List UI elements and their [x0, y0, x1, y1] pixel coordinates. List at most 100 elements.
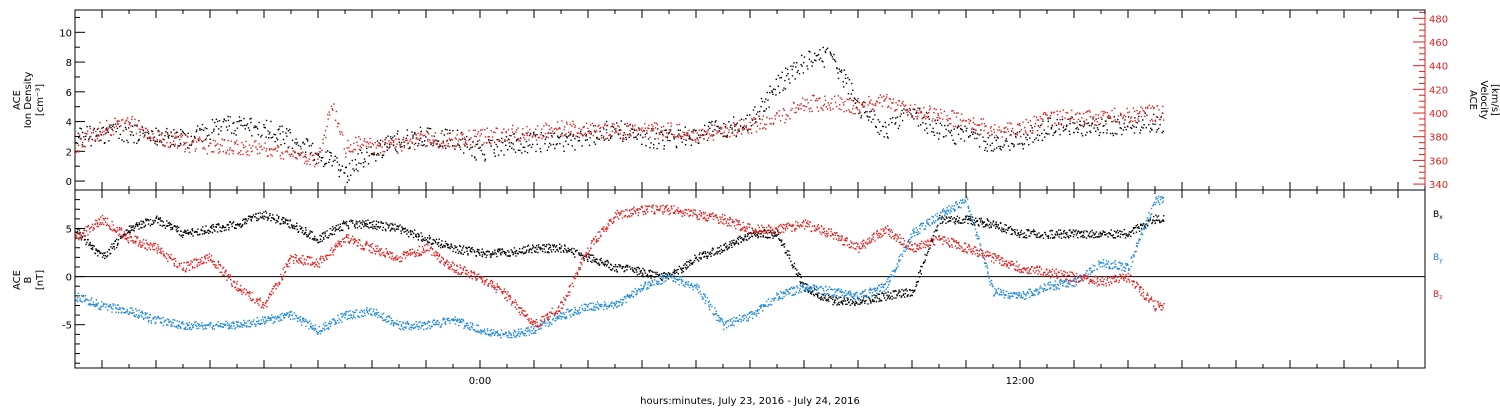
data-point: [293, 224, 295, 227]
data-point: [391, 228, 394, 230]
data-point: [361, 223, 364, 226]
data-point: [87, 239, 89, 241]
data-point: [115, 238, 118, 241]
data-point: [723, 243, 725, 246]
data-point: [1156, 216, 1158, 218]
data-point: [809, 292, 812, 294]
data-point: [297, 230, 300, 233]
data-point: [826, 299, 829, 301]
data-point: [269, 212, 271, 215]
data-point: [214, 230, 216, 232]
data-point: [925, 111, 928, 114]
data-point: [309, 232, 311, 234]
data-point: [703, 256, 705, 258]
data-point: [1042, 118, 1044, 120]
data-point: [1037, 119, 1040, 121]
data-point: [839, 104, 841, 106]
data-point: [490, 253, 492, 255]
data-point: [135, 133, 138, 135]
data-point: [411, 131, 413, 133]
data-point: [1103, 110, 1105, 113]
data-point: [495, 143, 497, 146]
data-point: [743, 239, 745, 242]
data-point: [374, 142, 376, 144]
data-point: [854, 304, 856, 307]
data-point: [1106, 111, 1108, 114]
data-point: [997, 137, 999, 139]
data-point: [181, 134, 184, 137]
data-point: [651, 123, 653, 126]
data-point: [134, 124, 137, 126]
data-point: [788, 257, 791, 259]
data-point: [216, 120, 219, 123]
data-point: [184, 328, 187, 330]
data-point: [385, 222, 387, 224]
data-point: [207, 324, 209, 326]
data-point: [309, 154, 311, 156]
data-point: [319, 151, 322, 153]
data-point: [275, 222, 277, 224]
data-point: [285, 314, 287, 316]
data-point: [619, 137, 622, 139]
data-point: [337, 169, 340, 171]
data-point: [280, 157, 282, 160]
data-point: [277, 129, 279, 131]
data-point: [390, 223, 392, 225]
data-point: [768, 117, 771, 120]
data-point: [584, 132, 587, 134]
data-point: [463, 136, 466, 139]
data-point: [392, 322, 395, 324]
data-point: [644, 133, 647, 136]
data-point: [859, 299, 862, 301]
data-point: [896, 116, 899, 118]
data-point: [553, 132, 556, 134]
data-point: [995, 221, 997, 223]
data-point: [221, 323, 223, 325]
data-point: [78, 227, 80, 230]
data-point: [433, 143, 435, 145]
data-point: [408, 328, 410, 330]
data-point: [949, 132, 952, 134]
data-point: [1083, 124, 1086, 127]
data-point: [902, 112, 905, 114]
data-point: [867, 116, 869, 118]
data-point: [409, 231, 412, 233]
data-point: [217, 152, 220, 154]
data-point: [507, 149, 509, 151]
data-point: [362, 144, 365, 146]
data-point: [861, 104, 864, 107]
data-point: [187, 147, 189, 149]
data-point: [1095, 130, 1097, 132]
data-point: [913, 118, 915, 120]
data-point: [427, 237, 429, 239]
data-point: [518, 248, 521, 250]
data-point: [764, 236, 767, 238]
data-point: [289, 219, 292, 221]
data-point: [939, 117, 941, 120]
data-point: [894, 289, 896, 292]
data-point: [938, 138, 940, 140]
data-point: [1049, 237, 1052, 239]
data-point: [852, 301, 855, 304]
data-point: [812, 290, 814, 292]
data-point: [1027, 134, 1029, 136]
data-point: [178, 145, 181, 147]
data-point: [975, 129, 977, 131]
data-point: [267, 317, 269, 319]
data-point: [1007, 122, 1009, 124]
data-point: [370, 153, 373, 155]
data-point: [820, 296, 823, 298]
data-point: [872, 118, 874, 120]
data-point: [1051, 124, 1053, 126]
data-point: [1142, 224, 1144, 227]
data-point: [287, 130, 290, 132]
data-point: [203, 139, 205, 142]
data-point: [278, 215, 280, 218]
data-point: [1100, 116, 1102, 119]
data-point: [1020, 229, 1023, 232]
data-point: [175, 131, 177, 134]
data-point: [490, 130, 492, 132]
data-point: [1038, 232, 1040, 234]
data-point: [187, 233, 190, 235]
data-point: [698, 257, 701, 259]
